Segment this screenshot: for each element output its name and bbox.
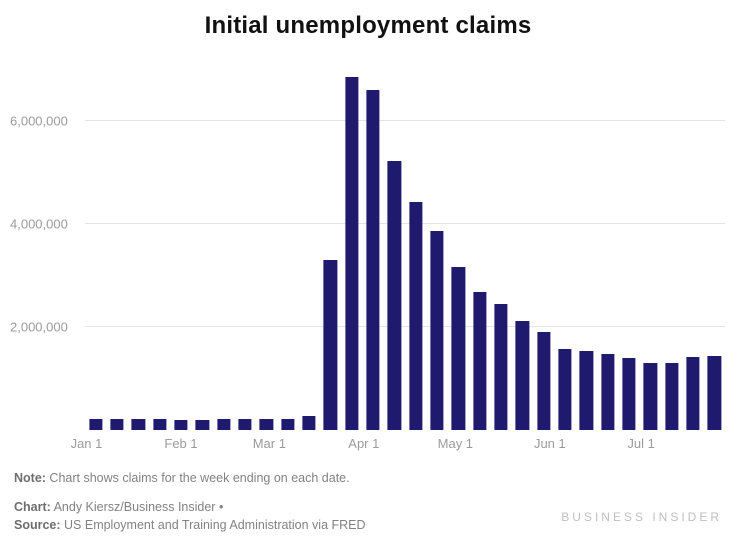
bar [579,350,593,430]
bar [259,418,273,430]
bar [323,259,337,430]
x-axis-label: May 1 [437,436,474,451]
gridline [85,223,725,225]
bar [366,89,380,430]
business-insider-logo: BUSINESS INSIDER [561,510,722,524]
x-axis-label: Jul 1 [627,436,655,451]
y-axis-label: 6,000,000 [10,113,68,129]
note-text: Chart shows claims for the week ending o… [45,471,350,485]
y-axis: 2,000,000 4,000,000 6,000,000 [0,70,85,430]
plot-area [85,70,725,430]
bar [643,362,657,430]
bar [558,349,572,430]
gridline [85,326,725,328]
gridline [85,120,725,122]
bar [174,419,188,430]
bar [537,332,551,430]
bar [195,419,209,430]
bar [345,76,359,430]
bar [387,160,401,430]
bar [601,353,615,430]
source-credit: Source: US Employment and Training Admin… [14,516,366,534]
chart-credit-label: Chart: [14,500,51,514]
note-label: Note: [14,471,46,485]
x-axis: Jan 1 Feb 1 Mar 1 Apr 1 May 1 Jun 1 Jul 1 [71,436,725,456]
x-axis-label: Jun 1 [533,436,566,451]
bar [238,418,252,430]
source-text: US Employment and Training Administratio… [60,518,366,532]
bar [302,415,316,430]
bar [707,356,721,430]
chart-credit: Chart: Andy Kiersz/Business Insider • [14,498,366,516]
bar [430,231,444,430]
bar [110,419,124,430]
x-axis-label: Apr 1 [348,436,380,451]
bar [494,304,508,430]
chart-title: Initial unemployment claims [204,12,532,39]
bar [217,418,231,430]
bar [515,320,529,430]
y-axis-label: 2,000,000 [10,319,68,335]
bar [473,291,487,430]
bar [451,266,465,430]
bar [281,419,295,430]
credit-block: Chart: Andy Kiersz/Business Insider • So… [14,498,366,534]
bar [622,357,636,430]
y-axis-label: 4,000,000 [10,216,68,232]
bar [665,363,679,430]
bar [89,419,103,430]
bar [131,418,145,430]
chart-credit-text: Andy Kiersz/Business Insider • [50,500,224,514]
x-axis-label: Jan 1 [70,436,103,451]
x-axis-label: Mar 1 [252,436,286,451]
bar [153,419,167,430]
bar [409,201,423,430]
bar [686,357,700,430]
chart-note: Note: Chart shows claims for the week en… [14,471,350,485]
x-axis-label: Feb 1 [164,436,198,451]
source-label: Source: [14,518,61,532]
